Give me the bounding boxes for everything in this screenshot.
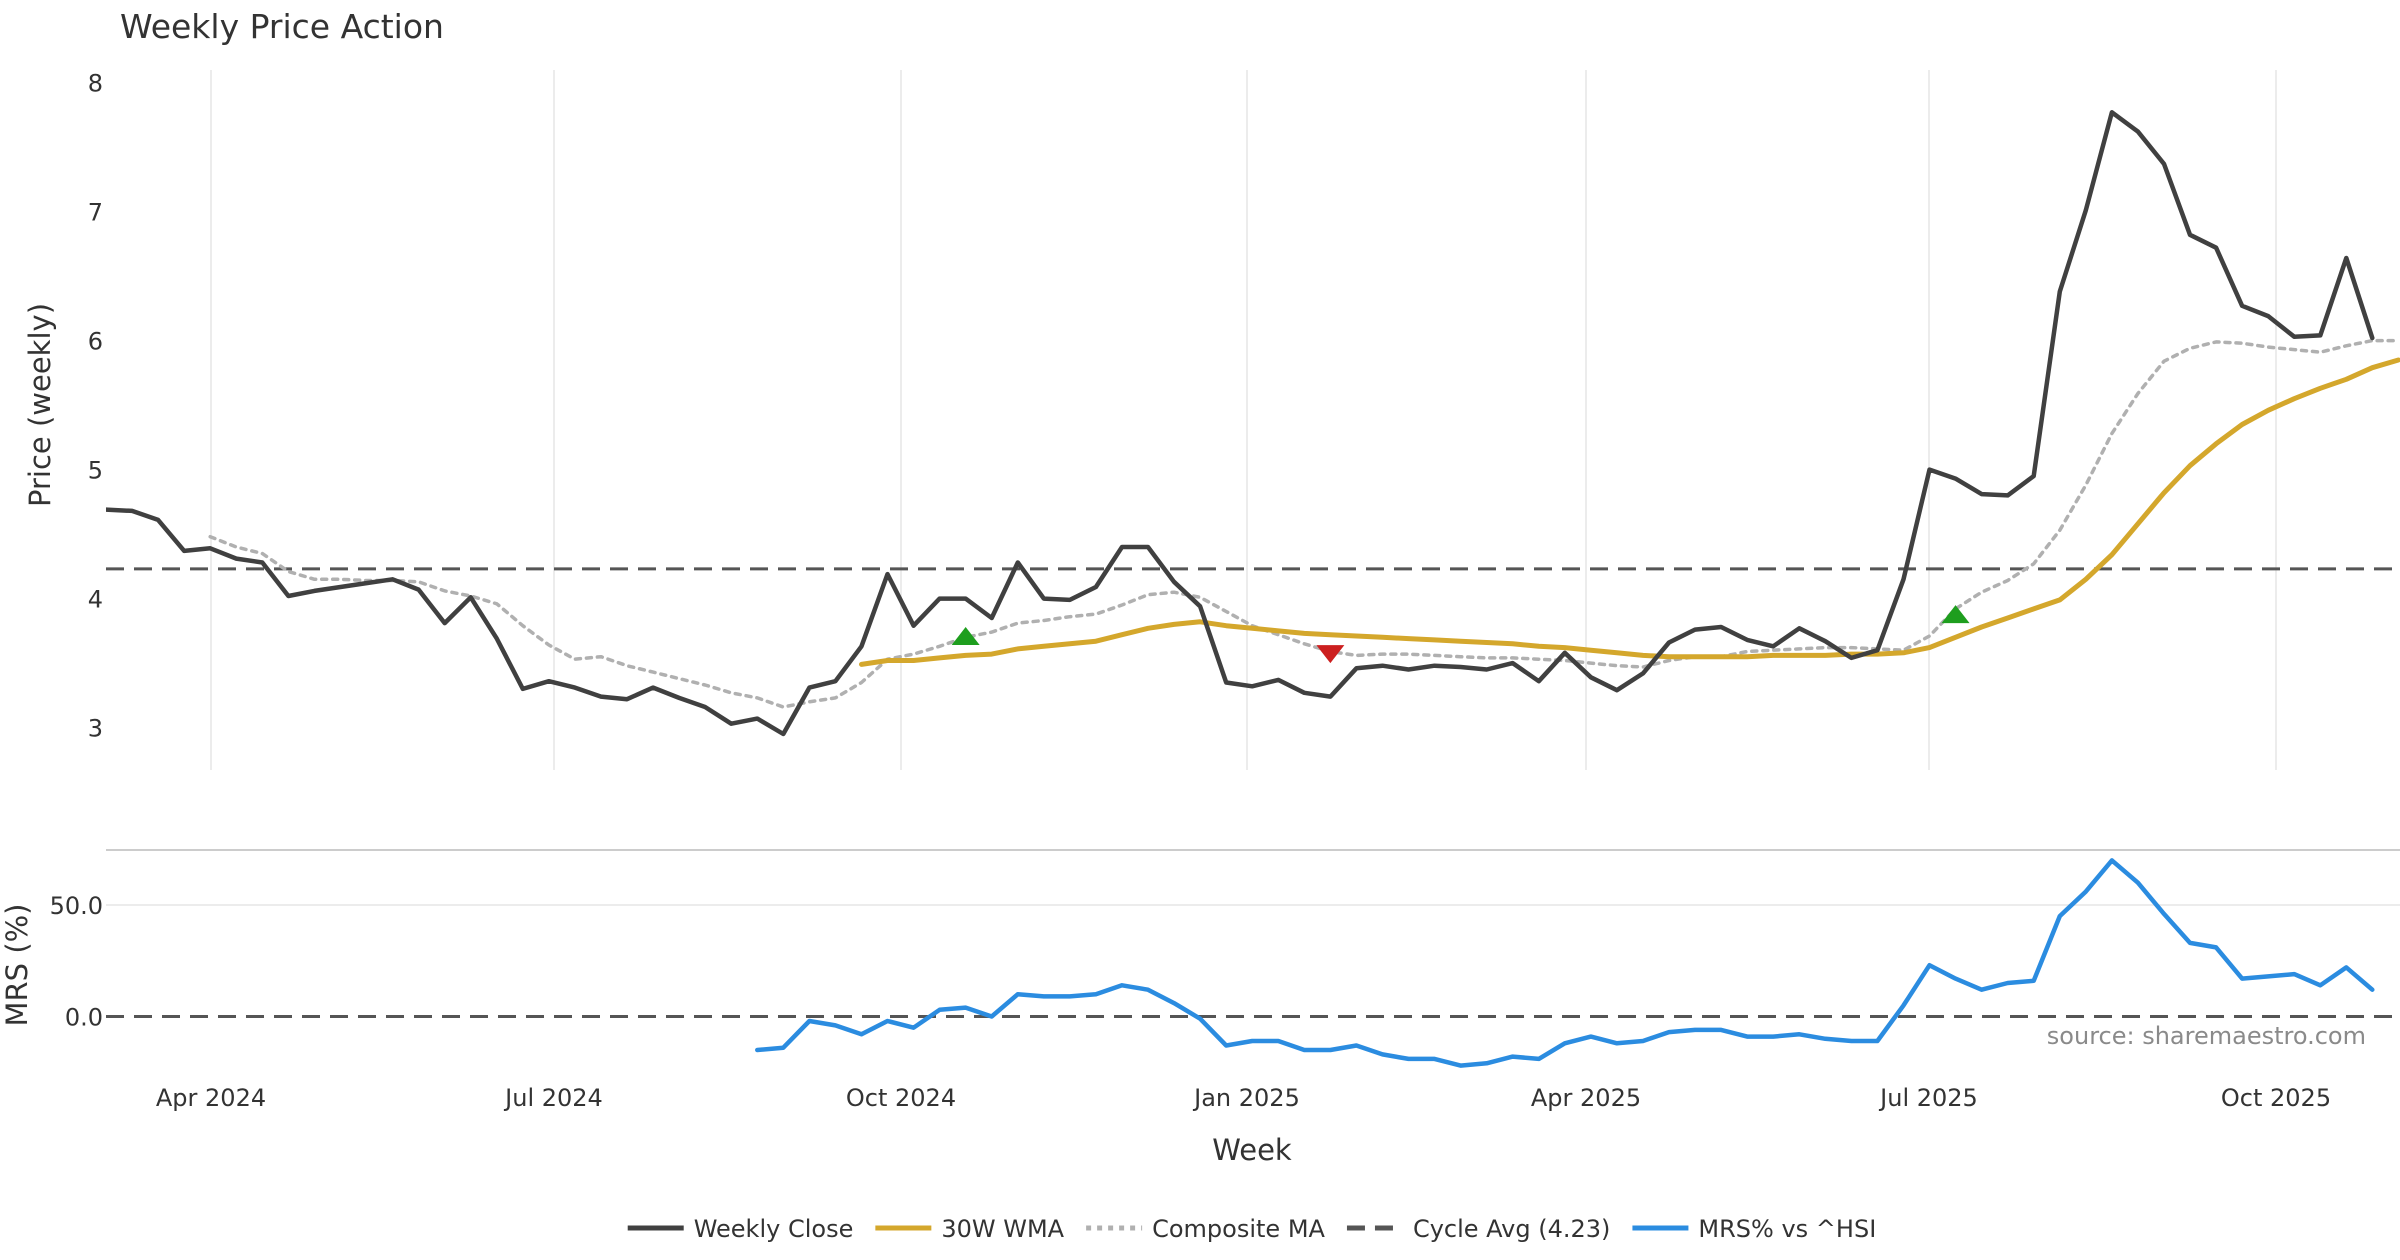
- price-y-ticks: 3 4 5 6 7 8: [88, 70, 103, 743]
- mrs-y-tick-label: 0.0: [65, 1004, 103, 1032]
- price-y-tick-label: 6: [88, 328, 103, 356]
- mrs-series-layer: [106, 858, 2400, 1068]
- x-ticks: Apr 2024 Jul 2024 Oct 2024 Jan 2025 Apr 2025…: [156, 1084, 2331, 1112]
- mrs-y-tick-label: 50.0: [50, 892, 103, 920]
- signal-markers: [951, 605, 1970, 664]
- legend: Weekly Close 30W WMA Composite MA Cycle Avg…: [627, 1215, 1876, 1243]
- weekly-close-line: [106, 110, 2375, 737]
- x-tick-label: Jul 2025: [1878, 1084, 1978, 1112]
- mrs-line: [755, 858, 2375, 1068]
- price-y-axis-label: Price (weekly): [23, 303, 57, 507]
- price-y-tick-label: 4: [88, 586, 103, 614]
- buy-signal-marker: [951, 627, 980, 646]
- x-tick-label: Apr 2024: [156, 1084, 266, 1112]
- price-series-layer: [106, 110, 2400, 737]
- buy-signal-marker: [1941, 605, 1970, 624]
- x-tick-label: Apr 2025: [1531, 1084, 1641, 1112]
- x-tick-label: Oct 2025: [2221, 1084, 2331, 1112]
- price-y-tick-label: 7: [88, 199, 103, 227]
- x-tick-label: Jan 2025: [1192, 1084, 1300, 1112]
- x-tick-label: Jul 2024: [503, 1084, 603, 1112]
- 30w-wma-line: [859, 357, 2400, 667]
- legend-label: Composite MA: [1152, 1215, 1325, 1243]
- mrs-y-ticks: 0.0 50.0: [50, 892, 103, 1032]
- legend-label: Cycle Avg (4.23): [1413, 1215, 1610, 1243]
- x-axis-label: Week: [1212, 1133, 1292, 1167]
- price-y-tick-label: 5: [88, 457, 103, 485]
- source-note: source: sharemaestro.com: [2047, 1022, 2366, 1050]
- price-grid: [210, 70, 2277, 770]
- chart-title: Weekly Price Action: [120, 7, 444, 46]
- legend-label: Weekly Close: [694, 1215, 854, 1243]
- composite-ma-line: [208, 338, 2400, 709]
- legend-label: MRS% vs ^HSI: [1698, 1215, 1876, 1243]
- price-y-tick-label: 8: [88, 70, 103, 98]
- mrs-y-axis-label: MRS (%): [0, 904, 34, 1027]
- x-tick-label: Oct 2024: [846, 1084, 956, 1112]
- sell-signal-marker: [1316, 645, 1345, 664]
- price-y-tick-label: 3: [88, 715, 103, 743]
- legend-label: 30W WMA: [941, 1215, 1064, 1243]
